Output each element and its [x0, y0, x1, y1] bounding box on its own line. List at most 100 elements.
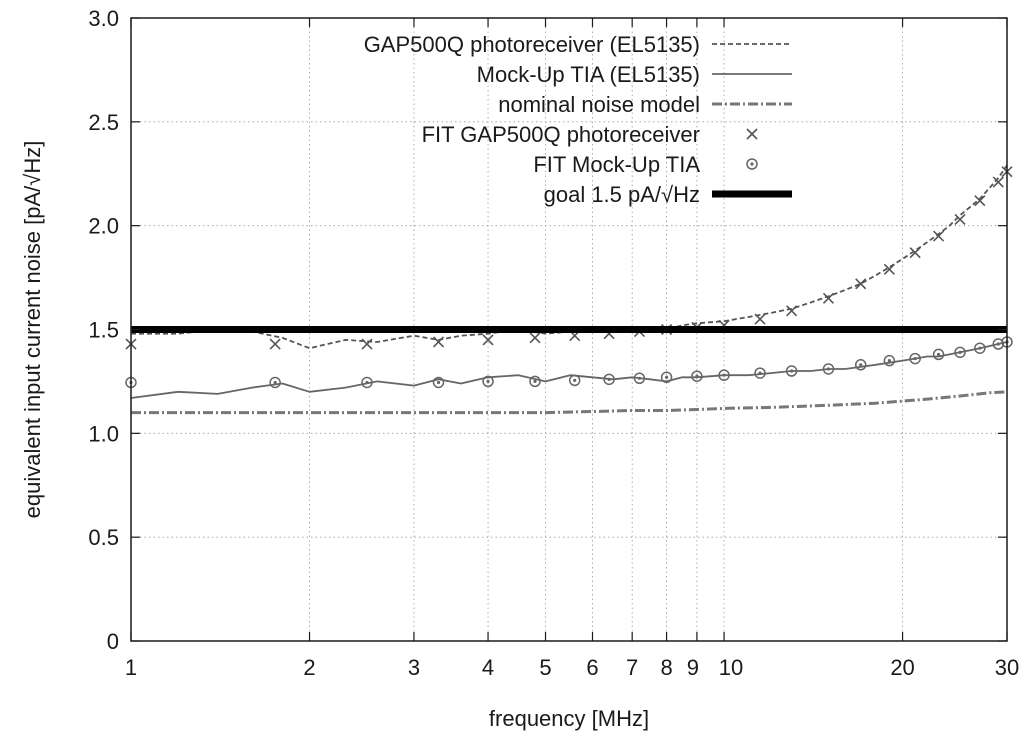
data-point	[533, 379, 537, 384]
y-tick-label: 0.5	[88, 525, 119, 550]
data-point	[883, 263, 895, 275]
x-tick-label: 2	[303, 655, 315, 680]
data-point	[958, 350, 962, 354]
data-point	[974, 195, 986, 207]
legend-item: nominal noise model	[498, 92, 792, 117]
data-point	[637, 376, 642, 380]
data-point	[529, 332, 541, 344]
x-tick-label: 6	[586, 655, 598, 680]
data-point	[603, 373, 615, 386]
series-line	[131, 390, 1008, 415]
data-point	[913, 356, 917, 361]
data-point	[482, 334, 494, 346]
data-point	[909, 352, 921, 365]
data-point	[529, 375, 541, 388]
data-point	[573, 378, 577, 382]
legend-marker	[746, 158, 758, 170]
legend-item: Mock-Up TIA (EL5135)	[477, 62, 792, 87]
series-3	[131, 390, 1008, 415]
y-tick-label: 1.0	[88, 421, 119, 446]
data-point	[273, 380, 277, 385]
data-point	[432, 336, 445, 348]
x-tick-label: 1	[125, 655, 137, 680]
legend-label: FIT Mock-Up TIA	[533, 152, 700, 177]
data-point	[887, 359, 891, 363]
x-tick-label: 3	[408, 655, 420, 680]
data-point	[932, 348, 945, 361]
y-axis-title: equivalent input current noise [pA/√Hz]	[20, 141, 45, 519]
series-5	[125, 336, 1013, 389]
data-point	[974, 342, 986, 354]
series-line	[131, 164, 1008, 350]
y-tick-label: 0	[107, 629, 119, 654]
legend-label: Mock-Up TIA (EL5135)	[477, 62, 700, 87]
legend-marker	[746, 128, 758, 140]
data-point	[855, 278, 867, 290]
data-point	[992, 176, 1004, 188]
data-point	[790, 369, 794, 373]
y-tick-label: 2.0	[88, 214, 119, 239]
legend-item: FIT GAP500Q photoreceiver	[422, 122, 758, 147]
data-point	[486, 379, 490, 384]
data-point	[269, 338, 281, 350]
data-point	[691, 370, 703, 382]
series-layer	[125, 164, 1013, 415]
x-tick-label: 5	[539, 655, 551, 680]
data-point	[633, 372, 646, 385]
data-point	[785, 365, 798, 377]
data-point	[954, 213, 966, 226]
data-point	[664, 375, 669, 379]
data-point	[660, 371, 673, 384]
data-point	[269, 376, 281, 389]
series-1	[131, 164, 1008, 350]
data-point	[758, 371, 762, 375]
legend-label: FIT GAP500Q photoreceiver	[422, 122, 700, 147]
data-point	[822, 363, 835, 375]
series-2	[130, 341, 1008, 399]
legend-label: GAP500Q photoreceiver (EL5135)	[364, 32, 700, 57]
y-tick-label: 3.0	[88, 6, 119, 31]
data-point	[695, 374, 699, 378]
data-point	[365, 380, 369, 385]
legend-item: GAP500Q photoreceiver (EL5135)	[364, 32, 792, 57]
legend-item: FIT Mock-Up TIA	[533, 152, 758, 177]
data-point	[883, 354, 896, 367]
legend-item: goal 1.5 pA/√Hz	[544, 182, 792, 207]
data-point	[432, 376, 445, 389]
data-point	[933, 230, 945, 242]
x-tick-label: 20	[890, 655, 914, 680]
data-point	[996, 342, 1000, 346]
data-point	[954, 346, 966, 359]
data-point	[436, 380, 441, 385]
x-tick-label: 30	[995, 655, 1019, 680]
x-tick-label: 8	[660, 655, 672, 680]
x-axis-title: frequency [MHz]	[489, 706, 649, 731]
data-point	[718, 369, 730, 381]
data-point	[826, 367, 831, 371]
x-tick-label: 7	[626, 655, 638, 680]
legend-marker	[750, 162, 754, 166]
y-tick-label: 2.5	[88, 110, 119, 135]
data-point	[909, 247, 921, 259]
data-point	[936, 352, 941, 357]
data-point	[361, 376, 373, 389]
y-tick-label: 1.5	[88, 318, 119, 343]
data-point	[361, 338, 373, 350]
data-point	[978, 346, 982, 350]
data-point	[754, 313, 766, 325]
data-point	[722, 373, 726, 377]
data-point	[482, 375, 494, 388]
data-point	[754, 367, 766, 379]
x-tick-label: 9	[687, 655, 699, 680]
data-point	[859, 363, 863, 367]
x-tick-label: 10	[719, 655, 743, 680]
x-tick-label: 4	[482, 655, 494, 680]
ticks: 1 2 3 4 5 6 7 8 9 10 20 30 0 0.5 1.0 1.5 2.0 2.5 3.0	[88, 6, 1019, 680]
legend: GAP500Q photoreceiver (EL5135) Mock-Up TI…	[364, 32, 792, 207]
legend-label: nominal noise model	[498, 92, 700, 117]
series-line	[130, 341, 1008, 399]
data-point	[786, 305, 798, 317]
data-point	[568, 374, 581, 387]
legend-label: goal 1.5 pA/√Hz	[544, 182, 700, 207]
